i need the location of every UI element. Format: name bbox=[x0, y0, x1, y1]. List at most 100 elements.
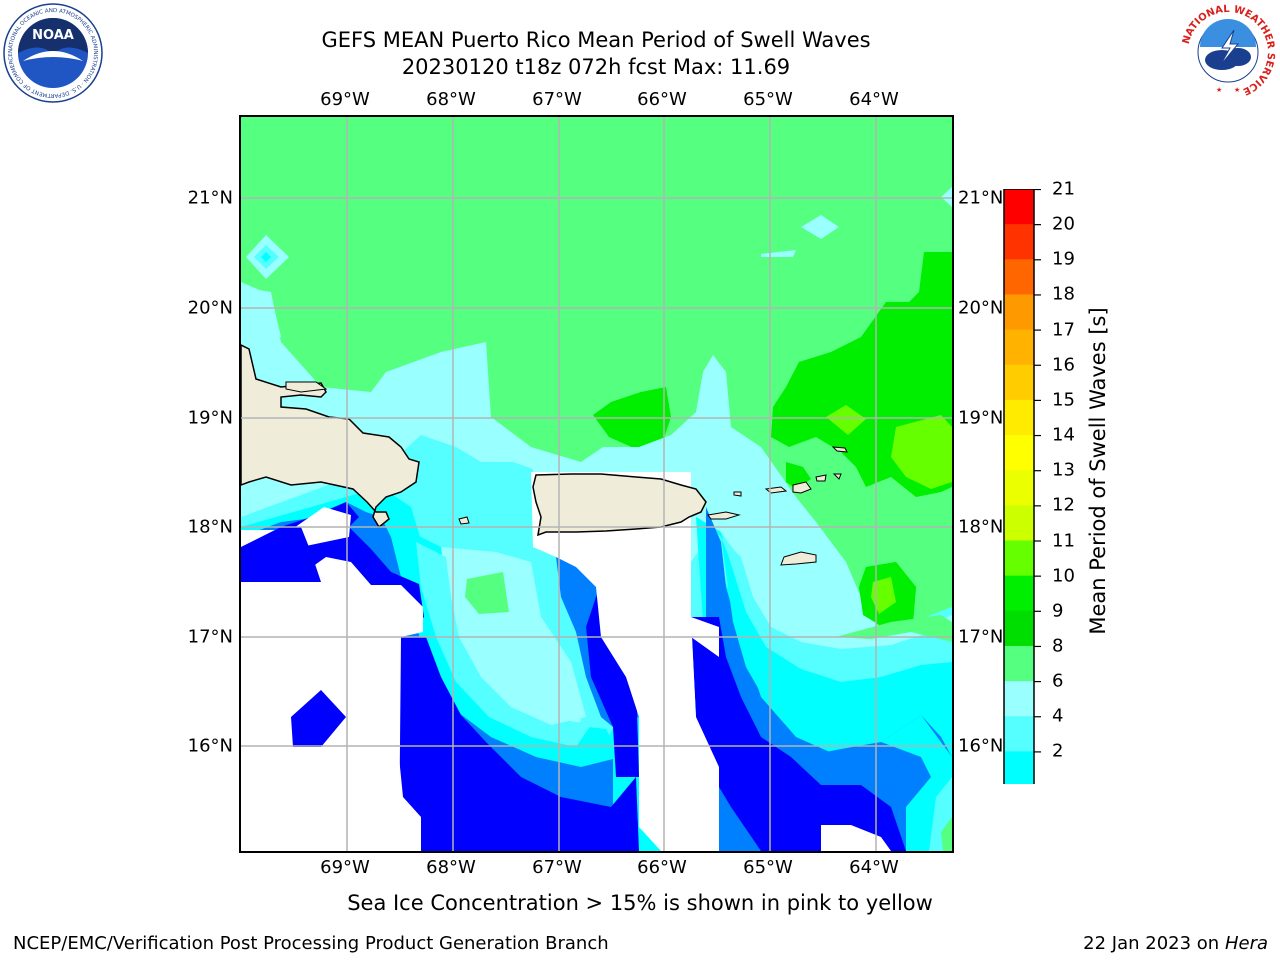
colorbar-tick-label: 21 bbox=[1052, 178, 1075, 200]
colorbar bbox=[1002, 188, 1047, 852]
colorbar-swatch bbox=[1004, 224, 1034, 260]
contour-8-9 bbox=[941, 187, 952, 207]
contour-0-2 bbox=[691, 617, 906, 851]
contour-6-8 bbox=[721, 532, 952, 682]
colorbar-tick-label: 12 bbox=[1052, 494, 1075, 516]
contour-4-6 bbox=[721, 537, 952, 747]
colorbar-svg bbox=[1002, 188, 1041, 852]
lon-label-top: 66°W bbox=[637, 89, 687, 110]
lat-label-right: 19°N bbox=[958, 407, 1004, 429]
contour-0-2 bbox=[291, 690, 346, 747]
colorbar-swatch bbox=[1004, 751, 1034, 788]
map-panel bbox=[239, 115, 954, 853]
lat-label-left: 19°N bbox=[187, 407, 233, 429]
colorbar-swatch bbox=[1004, 716, 1034, 752]
lat-label-left: 21°N bbox=[187, 187, 233, 209]
contour-8-9 bbox=[731, 512, 952, 649]
colorbar-tick-label: 20 bbox=[1052, 213, 1075, 235]
lon-label-top: 67°W bbox=[532, 89, 582, 110]
no-data-area bbox=[531, 472, 719, 851]
lat-label-right: 20°N bbox=[958, 297, 1004, 319]
lat-label-right: 17°N bbox=[958, 626, 1004, 648]
lon-label-bottom: 65°W bbox=[743, 857, 793, 878]
colorbar-label: Mean Period of Swell Waves [s] bbox=[1086, 307, 1110, 635]
land-vieques bbox=[707, 511, 741, 520]
colorbar-tick-label: 16 bbox=[1052, 354, 1075, 376]
colorbar-swatch bbox=[1004, 364, 1034, 401]
contour-11-12 bbox=[826, 405, 866, 435]
lat-label-left: 18°N bbox=[187, 516, 233, 538]
contour-4-6 bbox=[261, 252, 271, 262]
contour-9-10 bbox=[465, 572, 509, 614]
colorbar-swatch bbox=[1004, 645, 1034, 682]
land-islet bbox=[285, 381, 328, 393]
colorbar-swatch bbox=[1004, 610, 1034, 647]
svg-text:★: ★ bbox=[1216, 86, 1222, 94]
contour-6-8 bbox=[416, 542, 591, 747]
sea-ice-note: Sea Ice Concentration > 15% is shown in … bbox=[347, 891, 933, 915]
colorbar-tick-label: 13 bbox=[1052, 459, 1075, 481]
colorbar-tick-label: 17 bbox=[1052, 319, 1075, 341]
noaa-logo: NATIONAL OCEANIC AND ATMOSPHERIC ADMINIS… bbox=[3, 3, 103, 107]
date-credit: 22 Jan 2023 on Hera bbox=[1083, 933, 1268, 954]
colorbar-tick-label: 11 bbox=[1052, 530, 1075, 551]
land-puerto-rico bbox=[532, 473, 707, 537]
colorbar-swatch bbox=[1004, 540, 1034, 577]
colorbar-tick-label: 2 bbox=[1052, 740, 1064, 762]
colorbar-tick-label: 15 bbox=[1052, 389, 1075, 411]
lon-label-bottom: 68°W bbox=[426, 857, 476, 878]
lat-label-left: 17°N bbox=[187, 626, 233, 648]
colorbar-tick-label: 8 bbox=[1052, 635, 1064, 657]
map-title: GEFS MEAN Puerto Rico Mean Period of Swe… bbox=[321, 28, 871, 52]
colorbar-swatch bbox=[1004, 575, 1034, 612]
svg-text:★: ★ bbox=[1234, 86, 1240, 94]
contour-11-12 bbox=[871, 577, 896, 614]
noaa-logo-text: NOAA bbox=[32, 28, 74, 43]
lon-label-top: 64°W bbox=[849, 89, 899, 110]
colorbar-swatch bbox=[1004, 329, 1034, 366]
colorbar-tick-label: 19 bbox=[1052, 248, 1075, 270]
land-mona-island bbox=[458, 516, 470, 525]
colorbar-tick-label: 4 bbox=[1052, 705, 1064, 727]
colorbar-swatch bbox=[1004, 681, 1034, 717]
lon-label-top: 69°W bbox=[320, 89, 370, 110]
colorbar-swatch bbox=[1004, 505, 1034, 541]
nws-logo: NATIONAL WEATHER SERVICE ★ ★ bbox=[1178, 2, 1278, 106]
contour-9-10 bbox=[836, 615, 952, 642]
colorbar-tick-label: 14 bbox=[1052, 424, 1075, 446]
map-subtitle: 20230120 t18z 072h fcst Max: 11.69 bbox=[401, 55, 791, 79]
contour-0-2 bbox=[241, 527, 321, 582]
land-virgin-islands bbox=[733, 473, 842, 497]
colorbar-swatch bbox=[1004, 470, 1034, 506]
contour-8-9 bbox=[241, 282, 281, 347]
lon-label-bottom: 67°W bbox=[532, 857, 582, 878]
machine-name: Hera bbox=[1224, 933, 1268, 954]
lon-label-bottom: 66°W bbox=[637, 857, 687, 878]
colorbar-swatch bbox=[1004, 435, 1034, 471]
colorbar-tick-label: 10 bbox=[1052, 565, 1075, 587]
contour-6-8 bbox=[541, 537, 553, 607]
colorbar-swatch bbox=[1004, 259, 1034, 295]
lat-label-left: 20°N bbox=[187, 297, 233, 319]
swell-period-map bbox=[241, 117, 952, 851]
colorbar-tick-label: 6 bbox=[1052, 670, 1064, 692]
lat-label-right: 16°N bbox=[958, 735, 1004, 757]
credit-text: NCEP/EMC/Verification Post Processing Pr… bbox=[13, 933, 609, 954]
contour-0-2 bbox=[399, 637, 639, 851]
date-text: 22 Jan 2023 on bbox=[1083, 933, 1220, 954]
lon-label-bottom: 69°W bbox=[320, 857, 370, 878]
graticule bbox=[241, 117, 952, 851]
lat-label-right: 21°N bbox=[958, 187, 1004, 209]
no-data-area bbox=[241, 637, 421, 851]
lon-label-top: 65°W bbox=[743, 89, 793, 110]
contour-9-10 bbox=[941, 817, 952, 851]
contour-11-12 bbox=[891, 415, 952, 489]
contour-8-9 bbox=[801, 215, 839, 239]
colorbar-swatch bbox=[1004, 189, 1034, 225]
land-st-croix bbox=[780, 551, 817, 566]
colorbar-swatch bbox=[1004, 399, 1034, 436]
colorbar-swatch bbox=[1004, 294, 1034, 331]
lat-label-left: 16°N bbox=[187, 735, 233, 757]
lat-label-right: 18°N bbox=[958, 516, 1004, 538]
no-data-area bbox=[821, 825, 891, 851]
